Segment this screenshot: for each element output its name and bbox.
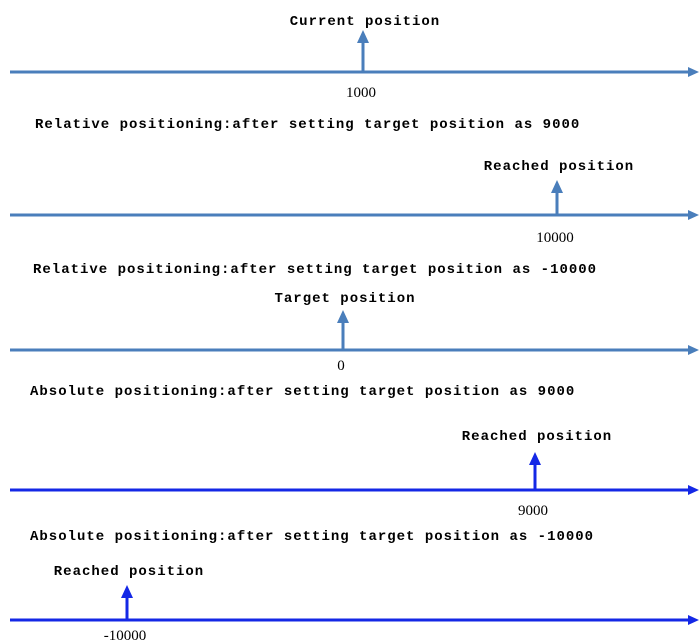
position-value: 0 — [337, 358, 345, 374]
axis-arrowhead — [688, 210, 699, 220]
position-value: -10000 — [104, 628, 147, 643]
caption: Relative positioning:after setting targe… — [33, 262, 597, 278]
position-arrowhead — [337, 310, 349, 323]
axis-arrowhead — [688, 615, 699, 625]
position-arrowhead — [121, 585, 133, 598]
caption: Absolute positioning:after setting targe… — [30, 384, 575, 400]
position-value: 9000 — [518, 503, 548, 519]
axis-arrowhead — [688, 485, 699, 495]
position-arrowhead — [357, 30, 369, 43]
marker-label: Target position — [274, 291, 415, 307]
caption: Relative positioning:after setting targe… — [35, 117, 580, 133]
position-arrowhead — [529, 452, 541, 465]
position-value: 10000 — [536, 230, 574, 246]
marker-label: Current position — [290, 14, 440, 30]
position-arrowhead — [551, 180, 563, 193]
marker-label: Reached position — [484, 159, 634, 175]
marker-label: Reached position — [462, 429, 612, 445]
caption: Absolute positioning:after setting targe… — [30, 529, 594, 545]
axis-arrowhead — [688, 345, 699, 355]
marker-label: Reached position — [54, 564, 204, 580]
axis-arrowhead — [688, 67, 699, 77]
position-value: 1000 — [346, 85, 376, 101]
